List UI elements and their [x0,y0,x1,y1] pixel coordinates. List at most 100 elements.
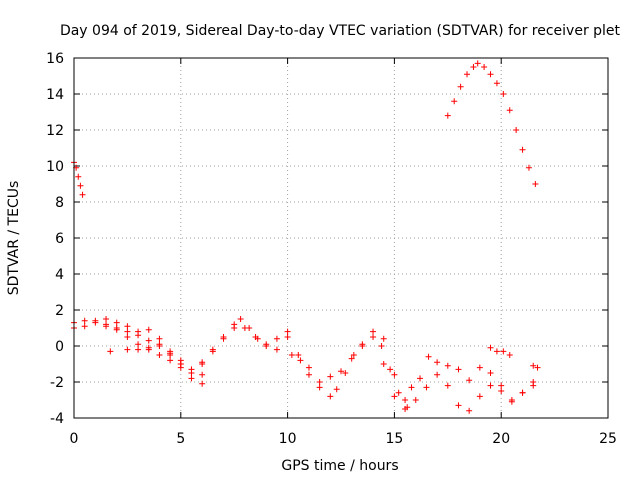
data-point [506,107,513,114]
data-point [500,348,507,355]
data-point [252,334,259,340]
data-point [444,382,451,389]
data-point [513,127,520,133]
data-point [359,341,366,348]
data-point [333,386,340,393]
data-point [455,366,462,373]
data-point [338,368,344,375]
data-point [167,357,174,364]
data-point [124,328,131,335]
y-tick-label: 4 [55,267,64,283]
data-point [487,370,494,376]
axis-ticks: 0 5 10 15 20 25 -4 -2 0 2 4 6 8 10 12 14 16 [46,51,617,447]
y-tick-label: 2 [55,303,64,319]
data-point [124,346,131,353]
data-point [79,191,86,198]
data-point [417,375,424,382]
y-tick-label: 8 [55,195,64,211]
data-point [466,407,473,414]
data-point [391,393,398,400]
data-point [402,406,409,412]
data-point [167,348,174,355]
data-point [380,335,387,342]
data-point [288,352,295,358]
data-point [241,325,248,331]
plot-frame [73,57,609,419]
data-point [263,343,270,349]
data-point [434,371,441,378]
data-point [464,71,471,78]
data-point [103,323,110,330]
series-arc-high-early [71,159,86,198]
data-point [284,334,291,340]
data-point [457,83,464,90]
data-point [348,355,355,362]
data-point [273,335,280,342]
data-point [498,388,505,394]
data-point [350,352,357,358]
data-point [316,384,323,391]
data-point [297,357,304,364]
data-point [75,173,82,180]
data-point [188,366,195,373]
data-point [237,316,244,322]
data-point [451,98,458,105]
data-point [305,364,312,371]
data-point [124,323,131,330]
y-tick-label: -2 [50,375,64,391]
series-arc-f [284,328,409,403]
x-tick-label: 15 [385,431,403,447]
data-point [508,397,515,403]
data-point [145,344,152,351]
data-point [532,181,539,187]
data-point [425,353,432,360]
x-tick-label: 0 [70,431,79,447]
data-point [476,393,483,400]
series-arc-c [107,321,280,376]
y-tick-label: -4 [50,411,64,427]
series-arc-h [412,362,537,403]
data-point [145,326,152,333]
data-point [370,328,377,335]
data-point [199,361,206,367]
x-tick-label: 25 [599,431,617,447]
y-axis-label: SDTVAR / TECUs [6,181,22,296]
data-point [327,393,334,400]
data-point [380,361,387,367]
data-point [525,164,532,171]
data-points [71,60,541,414]
series-arc-i [487,344,513,358]
data-point [81,323,88,330]
data-point [487,71,494,78]
data-point [103,316,110,322]
data-point [145,337,152,344]
x-tick-label: 20 [492,431,510,447]
y-tick-label: 0 [55,339,64,355]
data-point [474,60,481,67]
x-axis-label: GPS time / hours [281,458,398,474]
y-tick-label: 14 [46,87,64,103]
data-point [135,341,142,348]
data-point [327,373,334,380]
data-point [487,344,494,351]
data-point [387,366,394,373]
data-point [156,335,163,342]
y-tick-label: 6 [55,231,64,247]
data-point [481,64,488,70]
data-point [113,326,120,333]
y-tick-label: 10 [46,159,64,175]
data-point [412,397,419,403]
data-point [295,352,302,358]
series-arc-g [380,353,537,414]
data-point [487,382,494,389]
data-point [470,64,477,70]
data-point [316,379,323,385]
data-point [156,341,163,348]
series-arc-high-late [444,60,539,187]
data-point [135,328,142,335]
data-point [284,328,291,335]
data-point [455,402,462,409]
data-point [209,348,216,355]
series-arc-d [103,316,206,378]
